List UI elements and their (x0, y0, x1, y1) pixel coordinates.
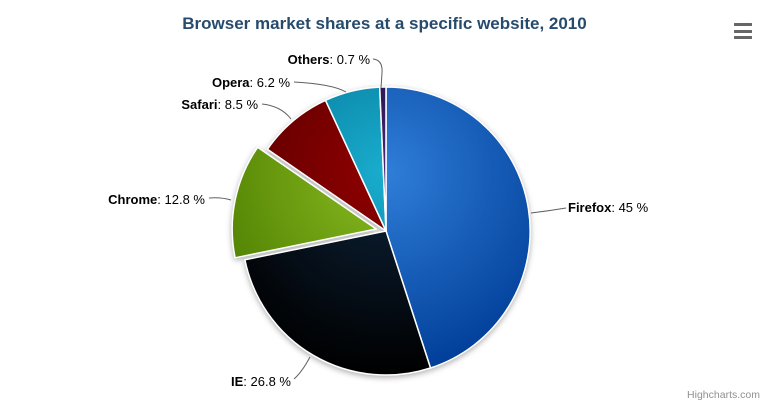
credits-link[interactable]: Highcharts.com (687, 389, 760, 401)
slice-label-safari: Safari: 8.5 % (181, 97, 258, 112)
chart-title: Browser market shares at a specific webs… (182, 14, 587, 33)
label-connector-safari (261, 103, 292, 120)
slice-label-others: Others: 0.7 % (287, 52, 370, 67)
label-connector-opera (293, 81, 347, 93)
hamburger-icon (734, 36, 752, 39)
slice-label-chrome: Chrome: 12.8 % (108, 192, 205, 207)
export-menu-button[interactable] (731, 21, 755, 41)
pie-slice-firefox[interactable] (385, 86, 531, 369)
pie-slice-chrome[interactable] (231, 146, 377, 259)
hamburger-icon (734, 23, 752, 26)
slice-label-ie: IE: 26.8 % (231, 374, 291, 389)
label-connector-others (372, 58, 383, 89)
hamburger-icon (734, 29, 752, 33)
slice-label-opera: Opera: 6.2 % (211, 75, 290, 90)
label-connector-firefox (530, 207, 567, 214)
slice-label-firefox: Firefox: 45 % (568, 200, 649, 215)
label-connector-ie (293, 356, 311, 380)
label-connector-chrome (208, 197, 232, 201)
pie-slice-others[interactable] (378, 86, 387, 232)
pie-slice-ie[interactable] (244, 230, 432, 376)
